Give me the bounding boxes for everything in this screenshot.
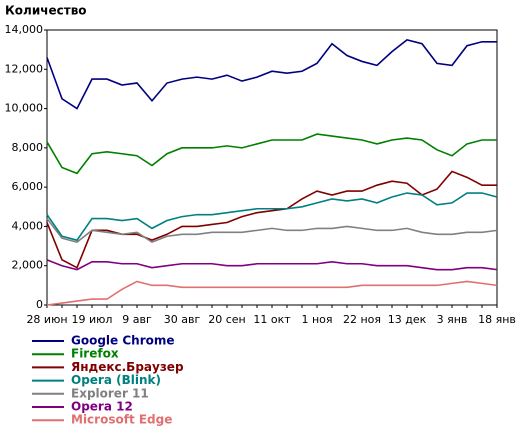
series-line — [46, 259, 498, 271]
legend-label: Microsoft Edge — [71, 413, 172, 427]
x-tick-label: 3 янв — [437, 313, 468, 326]
x-tick-label: 22 ноя — [343, 313, 381, 326]
series-line — [46, 218, 498, 244]
x-tick-label: 30 авг — [164, 313, 201, 326]
series-line — [46, 280, 498, 306]
legend-label: Firefox — [71, 347, 119, 361]
x-tick-label: 1 ноя — [301, 313, 332, 326]
y-tick-label: 4,000 — [12, 219, 44, 232]
y-tick-label: 8,000 — [12, 141, 44, 154]
x-tick-label: 28 июн — [26, 313, 67, 326]
y-tick-label: 6,000 — [12, 180, 44, 193]
y-tick-label: 2,000 — [12, 259, 44, 272]
legend-label: Opera (Blink) — [71, 373, 161, 387]
x-tick-label: 19 июл — [72, 313, 113, 326]
legend-label: Яндекс.Браузер — [71, 360, 184, 374]
chart-title: Количество — [5, 4, 87, 18]
x-tick-label: 20 сен — [208, 313, 246, 326]
legend-label: Google Chrome — [71, 334, 175, 348]
y-tick-label: 10,000 — [5, 102, 44, 115]
series-line — [46, 133, 497, 175]
x-tick-label: 11 окт — [253, 313, 291, 326]
y-tick-label: 14,000 — [5, 23, 44, 36]
x-tick-label: 9 авг — [122, 313, 152, 326]
y-tick-label: 0 — [36, 298, 43, 311]
series-line — [46, 192, 498, 242]
x-tick-label: 18 янв — [478, 313, 516, 326]
y-tick-label: 12,000 — [5, 62, 44, 75]
legend-label: Explorer 11 — [71, 386, 149, 400]
x-tick-label: 13 дек — [388, 313, 427, 326]
series-line — [46, 38, 497, 110]
legend-label: Opera 12 — [71, 400, 133, 414]
